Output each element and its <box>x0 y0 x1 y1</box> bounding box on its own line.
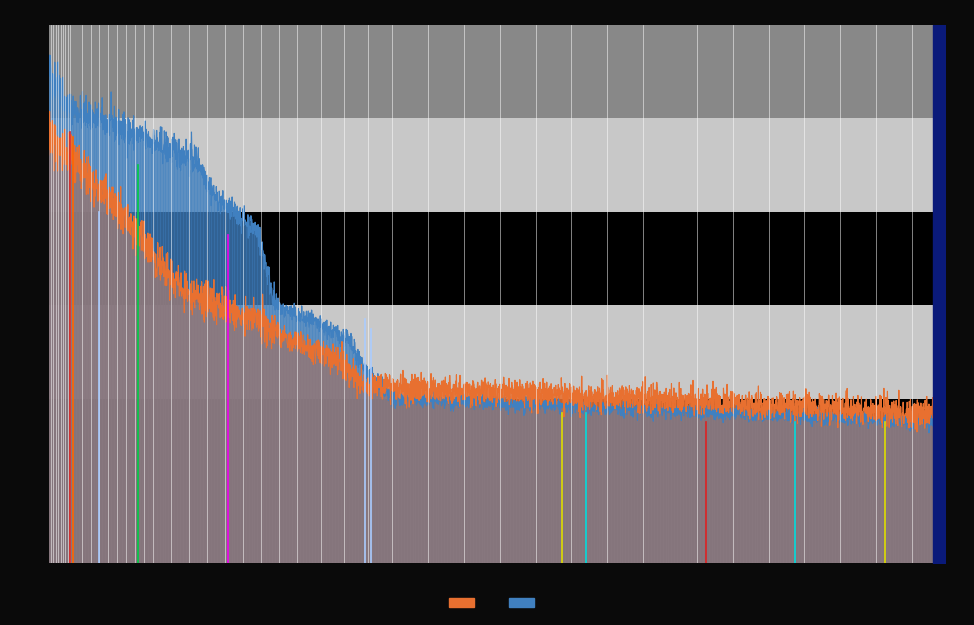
Bar <box>49 212 945 306</box>
Legend: , : , <box>449 597 544 610</box>
Bar <box>49 399 945 492</box>
Bar <box>49 306 945 399</box>
Bar <box>49 119 945 212</box>
Bar <box>49 492 945 562</box>
Bar <box>49 25 945 119</box>
